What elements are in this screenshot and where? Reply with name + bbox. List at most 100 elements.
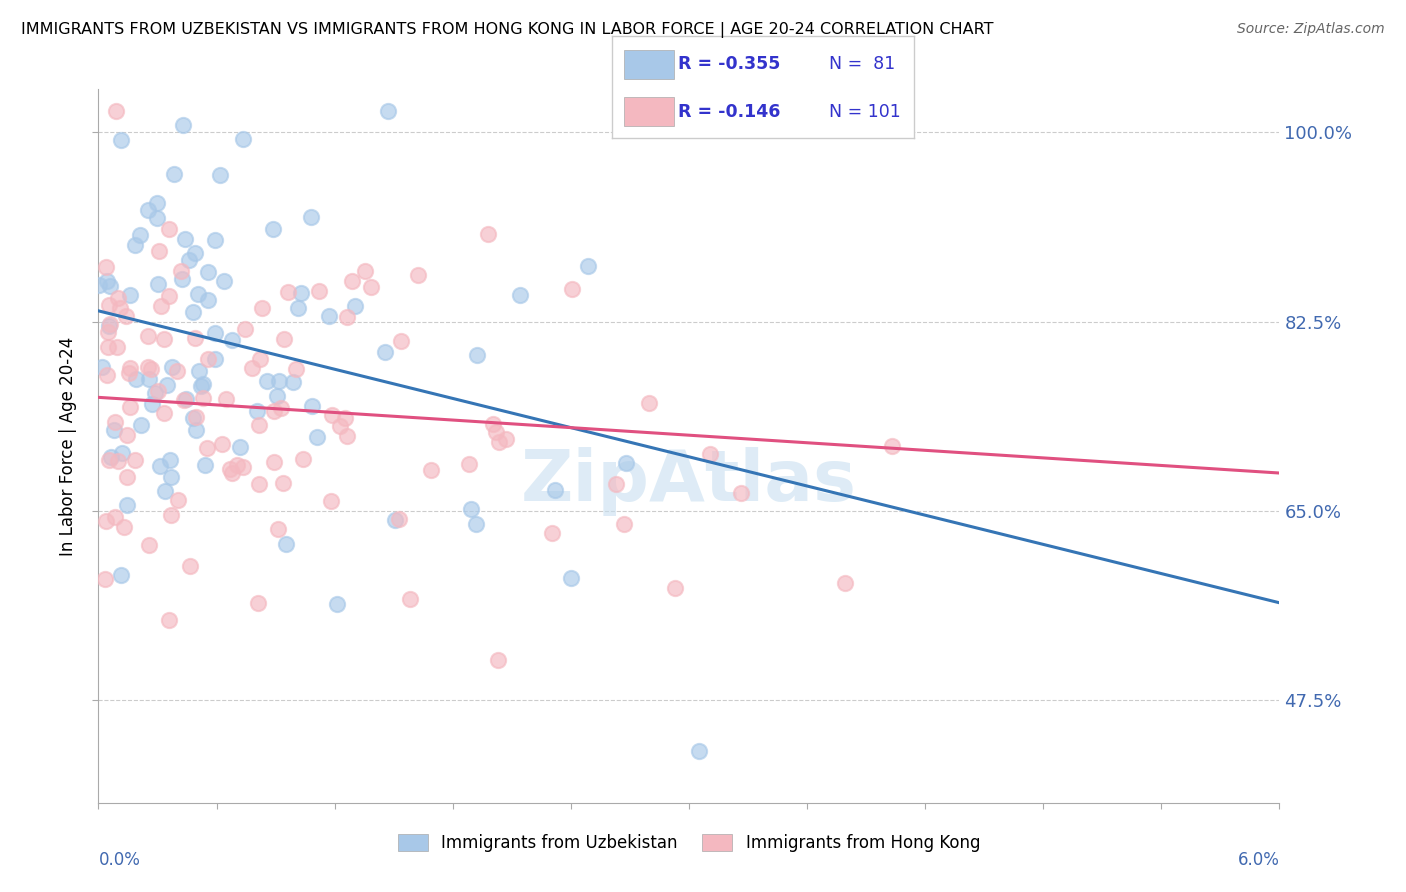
Point (247, 476, 270, 491)
Point (340, 274, 363, 288)
Point (184, 246, 207, 260)
Point (374, 344, 396, 359)
Point (87, 277, 110, 292)
Point (96, 368, 118, 383)
Text: R = -0.146: R = -0.146 (678, 103, 780, 120)
Point (638, 396, 661, 410)
Point (482, 417, 505, 431)
Point (136, 359, 159, 374)
Point (156, 378, 179, 392)
Point (509, 287, 531, 301)
Point (195, 441, 218, 455)
Point (94, 260, 117, 274)
Point (246, 596, 269, 610)
Point (141, 397, 163, 411)
Point (184, 331, 207, 345)
Point (292, 451, 315, 466)
Point (204, 326, 226, 340)
Point (540, 526, 562, 541)
Point (488, 435, 510, 450)
Point (204, 352, 226, 367)
Point (477, 227, 499, 241)
Point (193, 377, 215, 392)
Point (614, 456, 637, 470)
Point (485, 425, 508, 439)
Point (266, 389, 288, 403)
Point (730, 485, 752, 500)
Point (197, 352, 219, 367)
Point (103, 423, 125, 437)
Point (190, 379, 212, 393)
Point (204, 233, 226, 247)
Point (191, 391, 214, 405)
Point (270, 401, 292, 416)
Point (128, 227, 150, 242)
Point (221, 466, 243, 480)
Point (388, 512, 411, 526)
Point (384, 513, 406, 527)
Point (110, 568, 132, 582)
Point (157, 613, 180, 627)
Point (104, 103, 127, 118)
Point (181, 305, 204, 319)
Text: 0.0%: 0.0% (98, 852, 141, 870)
Point (318, 309, 340, 323)
Point (136, 203, 159, 218)
Point (163, 167, 186, 181)
Point (560, 571, 582, 585)
Point (115, 498, 138, 512)
Point (465, 348, 488, 362)
Point (173, 393, 195, 408)
Legend: Immigrants from Uzbekistan, Immigrants from Hong Kong: Immigrants from Uzbekistan, Immigrants f… (391, 827, 987, 859)
Point (389, 334, 412, 348)
Point (326, 597, 349, 611)
Text: N = 101: N = 101 (830, 103, 901, 120)
Point (186, 410, 208, 425)
Point (166, 363, 188, 377)
Point (104, 510, 127, 524)
Point (212, 274, 235, 288)
Point (232, 132, 254, 146)
Point (263, 454, 285, 468)
Point (153, 483, 176, 498)
Point (160, 469, 183, 483)
Point (285, 362, 308, 376)
Point (91, 359, 114, 374)
Point (274, 537, 297, 551)
Point (98, 453, 121, 467)
Point (157, 222, 180, 236)
Point (688, 744, 710, 758)
Point (335, 411, 357, 425)
Point (141, 362, 163, 376)
Point (174, 392, 197, 406)
Point (544, 483, 567, 497)
Point (97, 340, 120, 354)
Point (613, 517, 636, 532)
Point (308, 284, 330, 298)
Point (273, 332, 295, 346)
Point (110, 446, 132, 460)
Point (249, 352, 271, 367)
Point (146, 277, 169, 292)
Point (125, 372, 148, 386)
Point (194, 458, 217, 472)
Point (495, 432, 517, 446)
Point (107, 291, 129, 305)
Text: IMMIGRANTS FROM UZBEKISTAN VS IMMIGRANTS FROM HONG KONG IN LABOR FORCE | AGE 20-: IMMIGRANTS FROM UZBEKISTAN VS IMMIGRANTS… (21, 22, 994, 38)
Point (179, 559, 201, 574)
Point (160, 359, 183, 374)
Point (263, 403, 285, 417)
Point (149, 459, 172, 474)
Point (329, 418, 352, 433)
Point (211, 437, 233, 451)
Point (262, 222, 284, 236)
Point (247, 417, 270, 432)
Point (321, 409, 343, 423)
Point (172, 119, 194, 133)
Point (460, 502, 482, 516)
Text: R = -0.355: R = -0.355 (678, 55, 780, 73)
Point (183, 411, 205, 425)
Text: N =  81: N = 81 (830, 55, 896, 73)
Point (197, 293, 219, 307)
Point (343, 299, 366, 313)
